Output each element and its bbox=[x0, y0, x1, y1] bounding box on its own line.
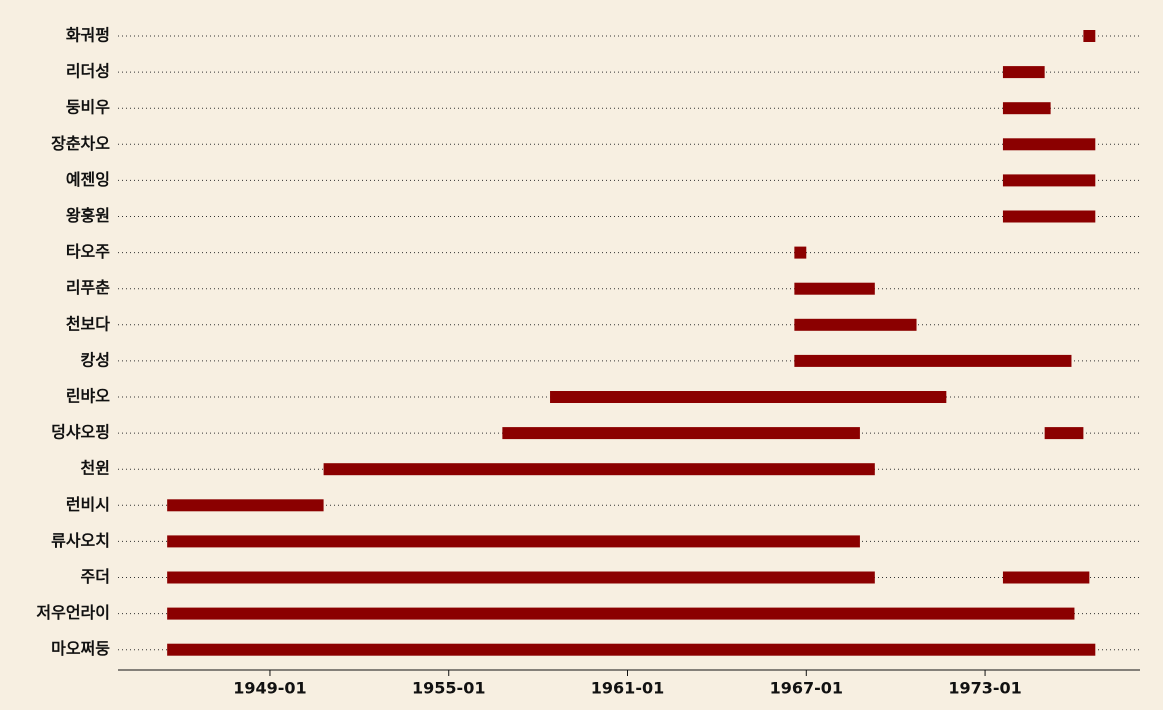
span-bar bbox=[167, 535, 860, 548]
span-bar bbox=[167, 571, 875, 584]
span-bar bbox=[167, 499, 324, 512]
row-label: 천윈 bbox=[81, 459, 110, 478]
row-label: 둥비우 bbox=[66, 98, 110, 117]
x-tick-label: 1955-01 bbox=[412, 679, 485, 698]
row-label: 왕훙원 bbox=[66, 206, 110, 225]
row-label: 류사오치 bbox=[51, 531, 110, 550]
row-label: 주더 bbox=[81, 567, 110, 586]
row-label: 천보다 bbox=[66, 314, 110, 333]
span-bar bbox=[794, 318, 917, 331]
span-bar bbox=[1002, 102, 1051, 115]
span-bar bbox=[1002, 571, 1090, 584]
span-bar bbox=[1002, 210, 1096, 223]
x-tick-label: 1949-01 bbox=[233, 679, 306, 698]
row-label: 캉성 bbox=[81, 350, 110, 369]
row-label: 리푸춘 bbox=[66, 278, 110, 297]
x-tick-label: 1961-01 bbox=[591, 679, 664, 698]
span-bar bbox=[794, 354, 1072, 367]
row-label: 린뱌오 bbox=[66, 387, 110, 406]
span-bar bbox=[502, 427, 860, 440]
span-bar bbox=[1044, 427, 1084, 440]
span-bar bbox=[323, 463, 875, 476]
span-bar bbox=[167, 607, 1075, 620]
span-bar bbox=[794, 282, 875, 295]
span-bar bbox=[1002, 174, 1096, 187]
span-bar bbox=[1002, 66, 1045, 79]
row-label: 리더성 bbox=[66, 62, 110, 81]
row-label: 예젠잉 bbox=[66, 170, 110, 189]
row-label: 타오주 bbox=[66, 242, 110, 261]
x-tick-label: 1973-01 bbox=[948, 679, 1021, 698]
row-label: 저우언라이 bbox=[36, 603, 110, 622]
span-bar bbox=[550, 391, 947, 403]
row-label: 장춘차오 bbox=[51, 134, 110, 153]
span-bar bbox=[794, 246, 807, 259]
row-label: 런비시 bbox=[66, 495, 110, 514]
span-bar bbox=[167, 643, 1096, 656]
row-label: 마오쩌둥 bbox=[51, 639, 110, 658]
row-label: 덩샤오핑 bbox=[51, 423, 110, 442]
row-label: 화궈펑 bbox=[66, 26, 110, 45]
span-bar bbox=[1002, 138, 1096, 151]
span-bar bbox=[1083, 30, 1096, 42]
x-tick-label: 1967-01 bbox=[770, 679, 843, 698]
